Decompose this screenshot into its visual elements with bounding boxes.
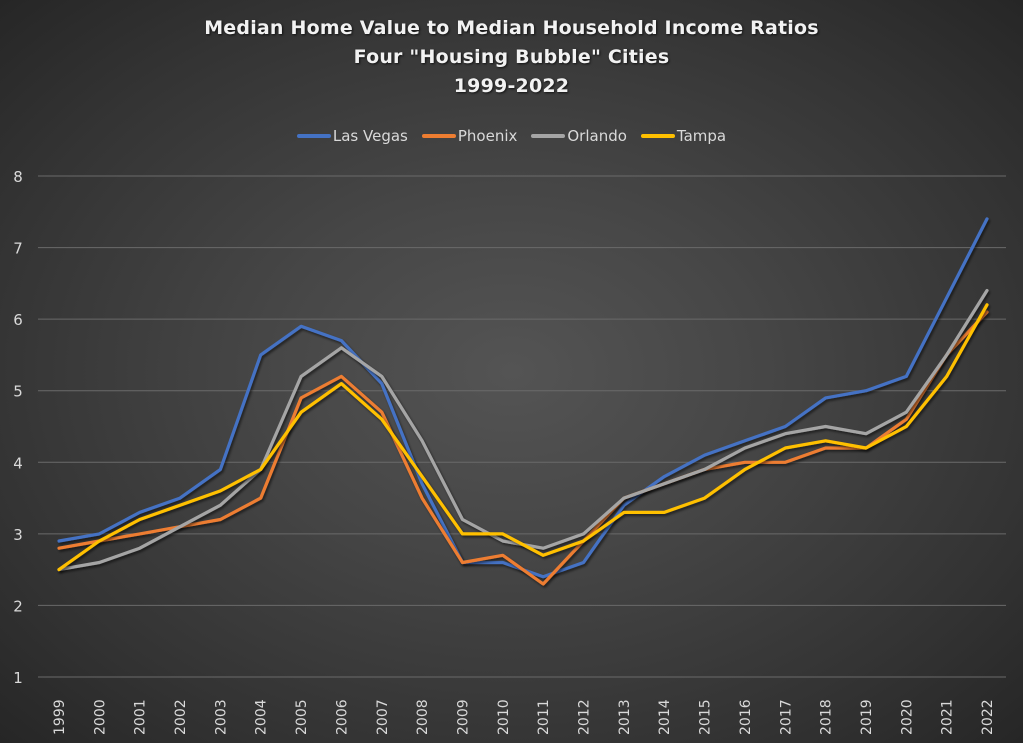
gridlines <box>38 175 1006 678</box>
legend-swatch-las-vegas <box>296 134 331 138</box>
y-tick-label: 7 <box>13 240 23 258</box>
x-tick-label: 2008 <box>415 699 431 735</box>
y-tick-label: 2 <box>13 597 23 615</box>
legend-item-orlando: Orlando <box>531 127 627 145</box>
x-tick-label: 2000 <box>92 699 108 735</box>
chart-title-line-1: Median Home Value to Median Household In… <box>204 17 819 39</box>
legend-label-orlando: Orlando <box>567 127 627 145</box>
x-tick-label: 2012 <box>577 699 593 735</box>
x-tick-label: 2009 <box>455 699 471 735</box>
x-tick-label: 2022 <box>980 699 996 735</box>
x-tick-label: 2005 <box>294 699 310 735</box>
chart-title: Median Home Value to Median Household In… <box>0 14 1023 101</box>
x-tick-label: 2006 <box>334 699 350 735</box>
legend-label-las-vegas: Las Vegas <box>332 127 408 145</box>
x-tick-label: 2004 <box>254 699 270 735</box>
series-line-orlando <box>57 288 989 572</box>
y-tick-label: 1 <box>13 669 23 687</box>
legend-swatch-tampa <box>640 134 675 138</box>
x-tick-label: 2003 <box>213 699 229 735</box>
series-line-phoenix <box>57 310 989 586</box>
series-line-tampa <box>57 303 989 572</box>
y-axis-ticks: 1 2 3 4 5 6 7 8 <box>13 168 23 687</box>
x-tick-label: 2019 <box>859 699 875 735</box>
x-tick-label: 2013 <box>617 699 633 735</box>
y-tick-label: 5 <box>13 383 23 401</box>
x-tick-label: 2010 <box>496 699 512 735</box>
x-tick-label: 2020 <box>899 699 915 735</box>
legend-item-phoenix: Phoenix <box>421 127 518 145</box>
x-tick-label: 2015 <box>698 699 714 735</box>
x-tick-label: 2017 <box>778 699 794 735</box>
y-tick-label: 4 <box>13 454 23 472</box>
x-tick-label: 2018 <box>819 699 835 735</box>
legend: Las Vegas Phoenix Orlando Tampa <box>0 127 1023 145</box>
legend-swatch-phoenix <box>421 134 456 138</box>
x-tick-label: 2014 <box>657 699 673 735</box>
legend-item-tampa: Tampa <box>640 127 727 145</box>
legend-swatch-orlando <box>531 134 566 138</box>
x-tick-label: 2021 <box>940 699 956 735</box>
x-tick-label: 2002 <box>173 699 189 735</box>
x-tick-label: 2007 <box>375 699 391 735</box>
x-tick-label: 2011 <box>536 699 552 735</box>
x-tick-label: 1999 <box>52 699 68 735</box>
x-tick-label: 2001 <box>133 699 149 735</box>
legend-label-phoenix: Phoenix <box>457 127 518 145</box>
series-lines <box>57 217 989 586</box>
legend-item-las-vegas: Las Vegas <box>296 127 408 145</box>
chart-title-line-2: Four "Housing Bubble" Cities <box>353 46 670 68</box>
y-tick-label: 3 <box>13 526 23 544</box>
y-tick-label: 6 <box>13 311 23 329</box>
chart-title-line-3: 1999-2022 <box>453 75 570 97</box>
x-axis-ticks: 1999 2000 2001 2002 2003 2004 2005 2006 2007 2008… <box>52 699 996 735</box>
x-tick-label: 2016 <box>738 699 754 735</box>
y-tick-label: 8 <box>13 168 23 186</box>
legend-label-tampa: Tampa <box>676 127 727 145</box>
